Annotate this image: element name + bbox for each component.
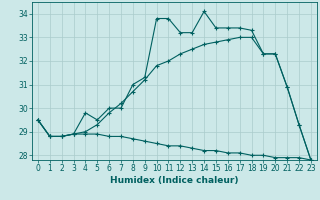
X-axis label: Humidex (Indice chaleur): Humidex (Indice chaleur) [110, 176, 239, 185]
